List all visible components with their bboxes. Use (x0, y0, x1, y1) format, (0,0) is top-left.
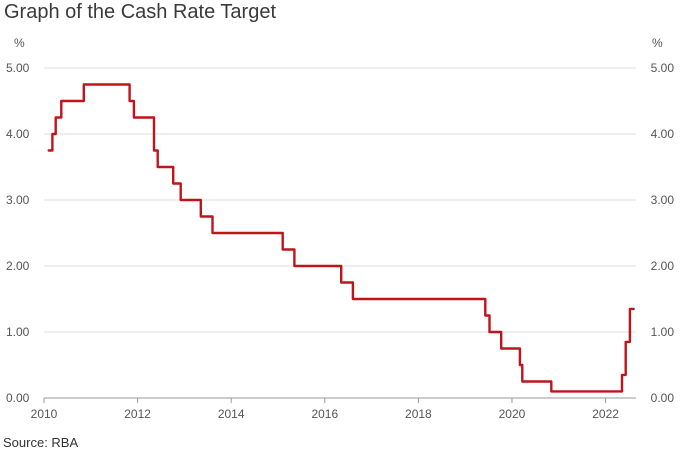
y-tick-label-right: 1.00 (651, 325, 675, 339)
y-tick-label-left: 5.00 (6, 61, 30, 75)
y-tick-label-right: 0.00 (651, 391, 675, 405)
series-layer (47, 83, 635, 393)
cash-rate-series-line (47, 83, 635, 393)
x-tick-label: 2022 (592, 407, 619, 421)
y-axis-unit-right: % (652, 36, 663, 50)
y-tick-label-left: 1.00 (6, 325, 30, 339)
x-tick-label: 2018 (405, 407, 432, 421)
y-tick-label-right: 4.00 (651, 127, 675, 141)
x-tick-label: 2016 (311, 407, 338, 421)
y-tick-label-right: 2.00 (651, 259, 675, 273)
chart-title: Graph of the Cash Rate Target (4, 1, 277, 23)
y-axis-unit-left: % (14, 36, 25, 50)
y-tick-label-left: 0.00 (6, 391, 30, 405)
x-tick-label: 2010 (31, 407, 58, 421)
x-tick-label: 2012 (124, 407, 151, 421)
x-tick-label: 2014 (218, 407, 245, 421)
y-tick-label-right: 3.00 (651, 193, 675, 207)
y-tick-label-left: 2.00 (6, 259, 30, 273)
axis-layer: 0.00 0.00 1.00 1.00 2.00 2.00 3.00 3.00 4.00 4.00… (6, 36, 674, 421)
y-tick-label-right: 5.00 (651, 61, 675, 75)
source-note: Source: RBA (3, 435, 79, 450)
y-tick-label-left: 3.00 (6, 193, 30, 207)
x-tick-label: 2020 (499, 407, 526, 421)
y-tick-label-left: 4.00 (6, 127, 30, 141)
